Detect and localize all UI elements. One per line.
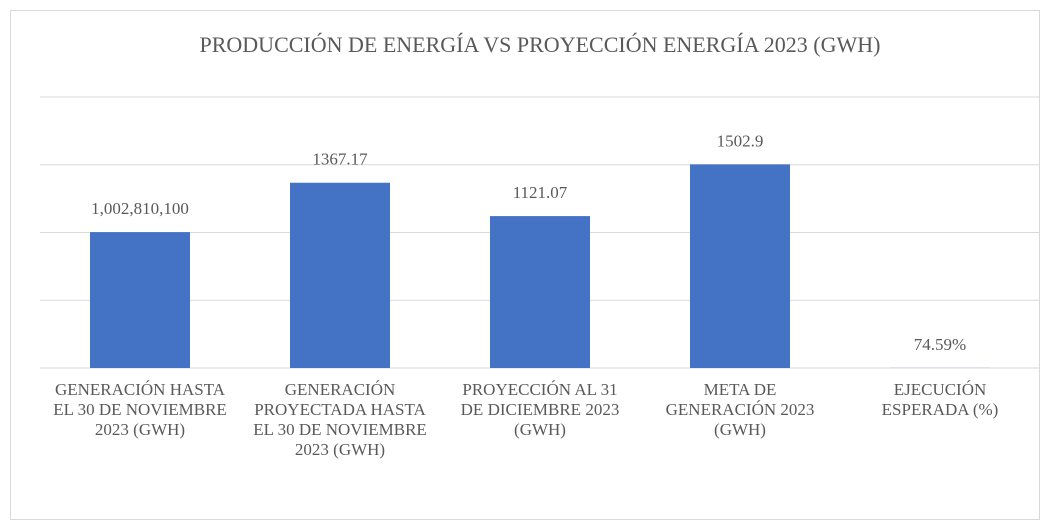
bar [290,183,390,368]
data-label: 1,002,810,100 [91,199,189,218]
x-tick-label: PROYECCIÓN AL 31 DE DICIEMBRE 2023 (GWH) [450,380,630,440]
data-label: 74.59% [914,335,966,354]
bar [490,216,590,368]
data-label: 1121.07 [513,183,568,202]
data-label: 1502.9 [717,131,764,150]
data-label: 1367.17 [312,150,368,169]
x-tick-label: META DE GENERACIÓN 2023 (GWH) [650,380,830,440]
chart-title: PRODUCCIÓN DE ENERGÍA VS PROYECCIÓN ENER… [200,32,881,57]
bar [90,232,190,368]
x-tick-label: EJECUCIÓN ESPERADA (%) [850,380,1030,420]
x-tick-label: GENERACIÓN HASTA EL 30 DE NOVIEMBRE 2023… [50,380,230,440]
chart-container: PRODUCCIÓN DE ENERGÍA VS PROYECCIÓN ENER… [0,0,1052,508]
bar [690,164,790,368]
x-tick-label: GENERACIÓN PROYECTADA HASTA EL 30 DE NOV… [250,380,430,460]
